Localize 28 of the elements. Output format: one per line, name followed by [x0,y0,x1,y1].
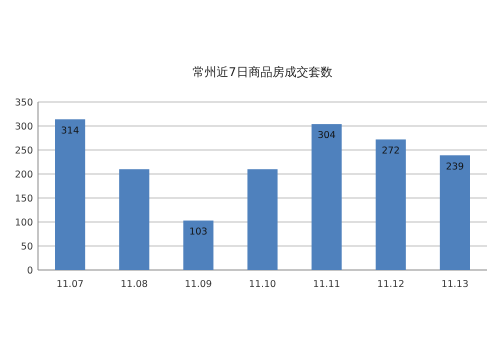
x-tick-label: 11.12 [377,279,404,290]
data-label: 304 [318,130,336,142]
bar [247,169,278,270]
bar [440,155,470,270]
y-tick-label: 300 [14,122,33,132]
bar [312,124,342,270]
y-tick-label: 50 [20,242,33,252]
y-tick-label: 200 [14,170,33,180]
y-tick-label: 250 [14,146,33,156]
x-tick-label: 11.11 [313,279,340,290]
x-tick-label: 11.08 [120,279,148,290]
y-tick-label: 150 [14,194,33,204]
chart-title: 常州近7日商品房成交套数 [192,65,332,79]
x-tick-label: 11.07 [56,279,84,290]
bar [376,139,406,270]
x-tick-label: 11.13 [441,279,469,290]
data-label: 314 [61,125,80,136]
bar [183,220,214,270]
data-label: 103 [189,226,208,238]
x-tick-label: 11.09 [184,279,212,290]
y-tick-label: 350 [14,98,33,108]
x-tick-label: 11.10 [248,279,276,290]
data-label: 272 [382,145,400,156]
y-tick-label: 100 [14,218,33,228]
bar [55,119,86,270]
data-label: 239 [446,161,464,172]
bar [119,169,150,270]
y-tick-label: 0 [26,266,33,276]
